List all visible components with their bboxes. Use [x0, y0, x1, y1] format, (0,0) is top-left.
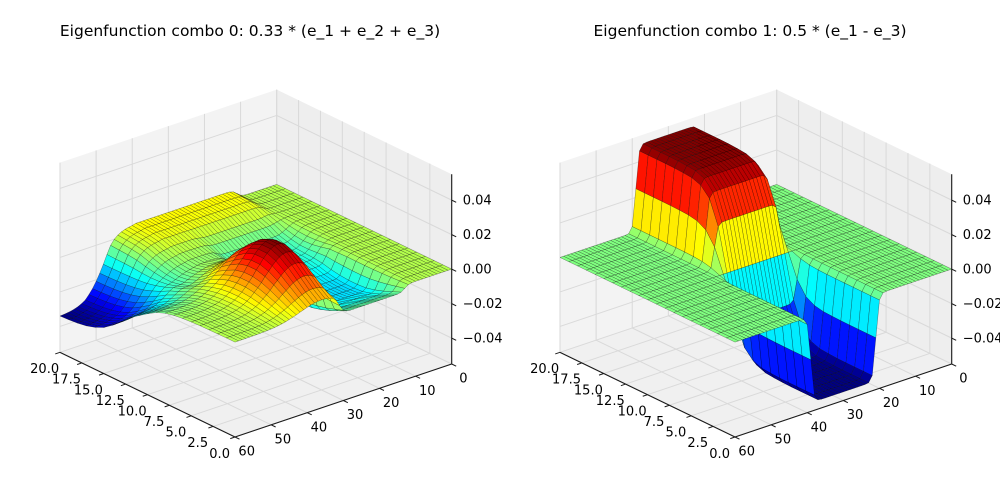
plot-title-left: Eigenfunction combo 0: 0.33 * (e_1 + e_2… [59, 22, 441, 40]
plot-title-right: Eigenfunction combo 1: 0.5 * (e_1 - e_3) [593, 22, 907, 40]
